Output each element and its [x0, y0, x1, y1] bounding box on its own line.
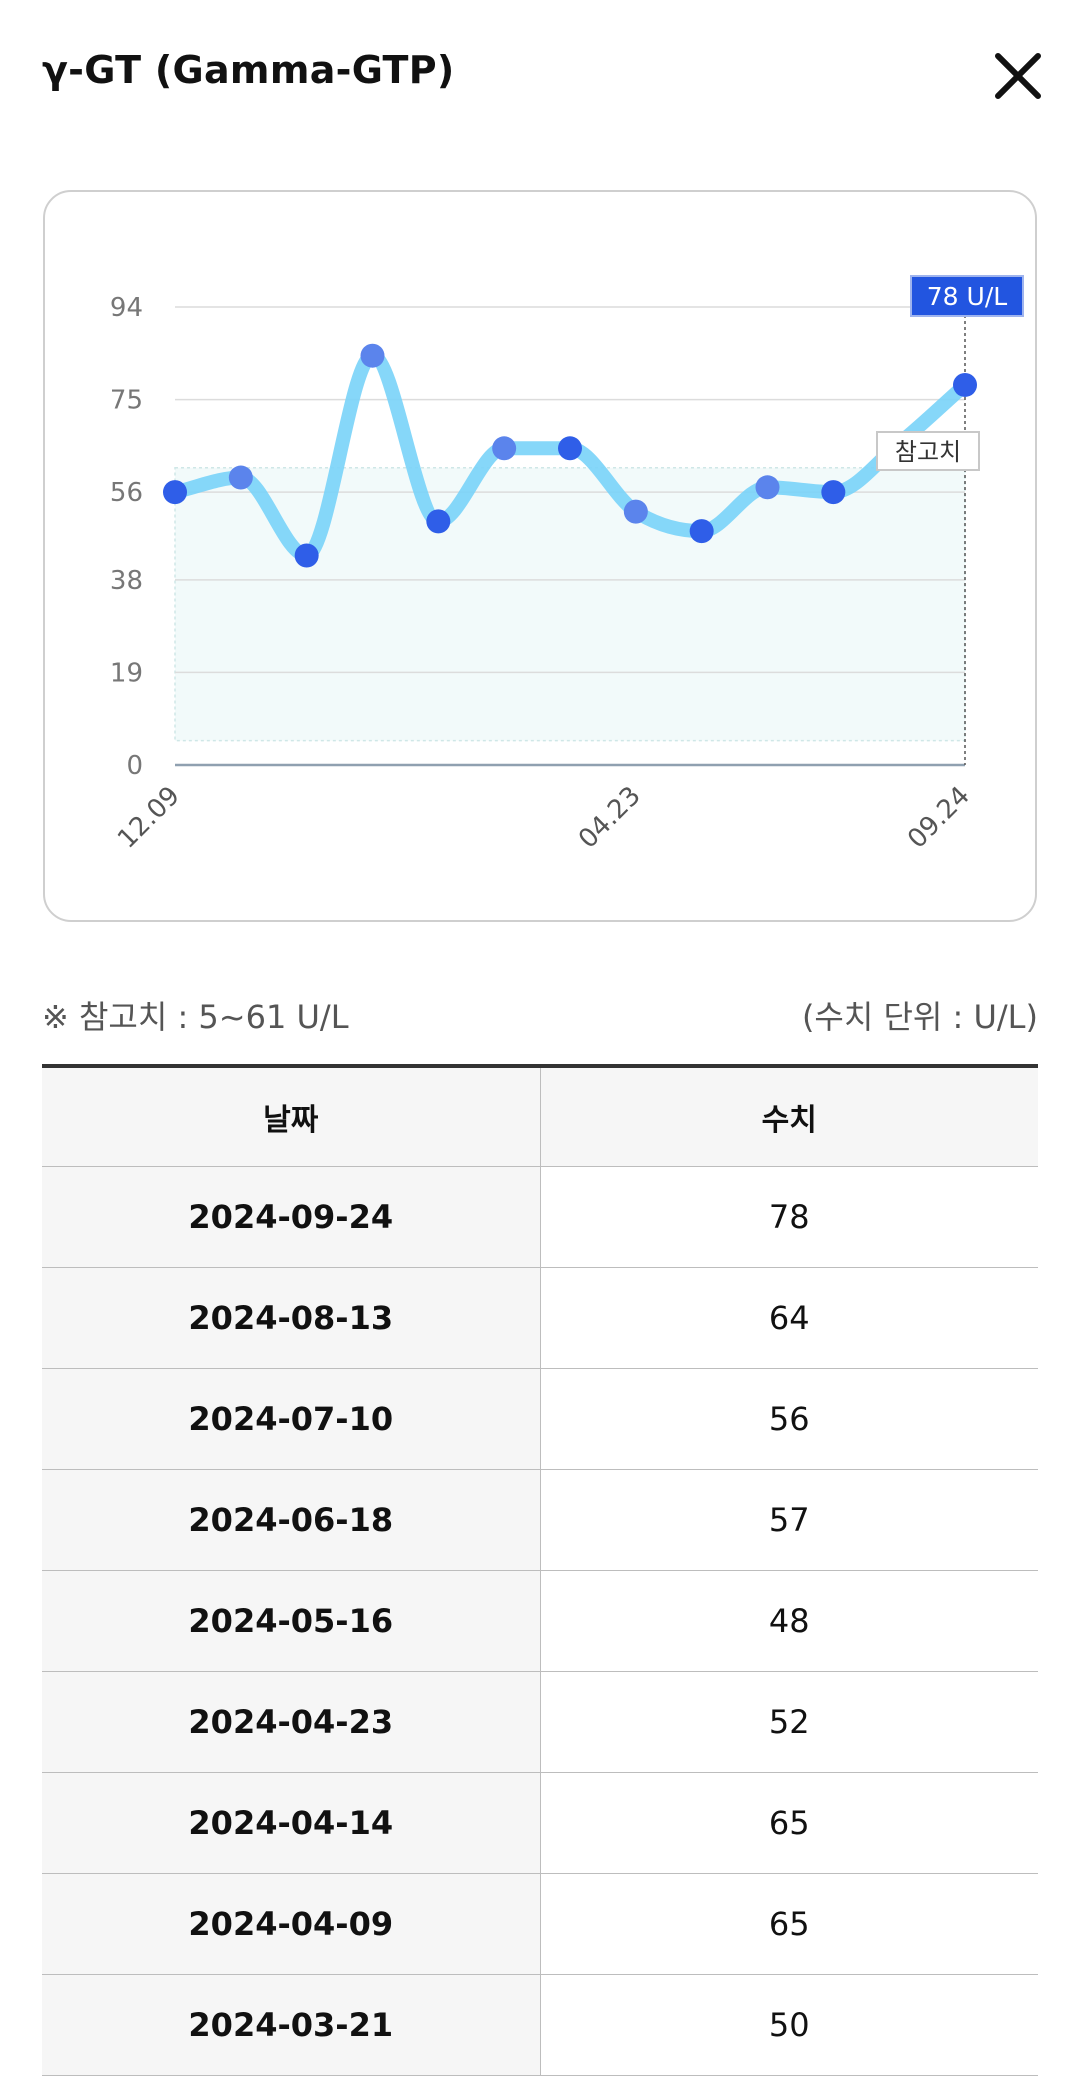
table-row: 2024-04-09 65 [42, 1873, 1038, 1975]
data-point [623, 499, 648, 524]
row-date: 2024-05-16 [42, 1570, 541, 1672]
data-point [953, 372, 977, 397]
header-date: 날짜 [42, 1066, 541, 1167]
data-point [558, 436, 582, 461]
page-title: γ-GT (Gamma-GTP) [42, 48, 455, 92]
unit-note: (수치 단위 : U/L) [801, 998, 1038, 1036]
x-tick-label: 12.09 [112, 781, 186, 855]
row-value: 50 [540, 1974, 1038, 2076]
row-value: 65 [540, 1873, 1038, 1975]
row-date: 2024-04-23 [42, 1671, 541, 1773]
row-date: 2024-08-13 [42, 1267, 541, 1369]
table-row: 2024-07-10 56 [42, 1368, 1038, 1470]
y-tick-label: 38 [110, 566, 143, 596]
header-value: 수치 [540, 1066, 1038, 1167]
row-value: 52 [540, 1671, 1038, 1773]
row-date: 2024-06-18 [42, 1469, 541, 1571]
data-point [426, 509, 451, 534]
row-date: 2024-04-09 [42, 1873, 541, 1975]
data-point [492, 436, 517, 461]
y-tick-label: 0 [126, 751, 143, 781]
row-value: 64 [540, 1267, 1038, 1369]
close-icon [995, 53, 1041, 99]
x-tick-label: 09.24 [902, 781, 976, 855]
close-button[interactable] [990, 48, 1046, 104]
value-badge-label: 78 U/L [927, 282, 1007, 311]
row-value: 78 [540, 1166, 1038, 1268]
row-value: 56 [540, 1368, 1038, 1470]
table-header-row: 날짜 수치 [42, 1066, 1038, 1167]
row-value: 48 [540, 1570, 1038, 1672]
row-value: 57 [540, 1469, 1038, 1571]
y-tick-label: 56 [110, 478, 143, 508]
line-chart: 94 75 56 38 19 012.09 04.23 09.24 참고치 78 U/L [110, 275, 1024, 855]
row-value: 65 [540, 1772, 1038, 1874]
data-point [360, 343, 385, 368]
row-date: 2024-03-21 [42, 1974, 541, 2076]
table-row: 2024-08-13 64 [42, 1267, 1038, 1369]
table-row: 2024-04-14 65 [42, 1772, 1038, 1874]
reference-label-box [876, 431, 980, 471]
x-tick-label: 04.23 [573, 781, 647, 855]
data-point [821, 480, 846, 505]
data-point [755, 475, 780, 500]
reference-band [174, 467, 966, 742]
data-point [689, 519, 714, 544]
row-date: 2024-04-14 [42, 1772, 541, 1874]
row-date: 2024-09-24 [42, 1166, 541, 1268]
table-row: 2024-03-21 50 [42, 1974, 1038, 2076]
info-row: ※ 참고치 : 5~61 U/L (수치 단위 : U/L) [42, 992, 1038, 1042]
reference-label: 참고치 [895, 438, 961, 466]
y-tick-label: 94 [110, 293, 143, 323]
data-point [163, 480, 187, 505]
y-tick-label: 19 [110, 658, 143, 688]
data-point [294, 543, 319, 568]
table-row: 2024-05-16 48 [42, 1570, 1038, 1672]
table-row: 2024-09-24 78 [42, 1166, 1038, 1268]
data-point [228, 465, 253, 490]
table-row: 2024-04-23 52 [42, 1671, 1038, 1773]
table-row: 2024-06-18 57 [42, 1469, 1038, 1571]
header: γ-GT (Gamma-GTP) [0, 0, 1080, 150]
results-table: 날짜 수치 2024-09-24 78 2024-08-13 64 2024-07-10… [42, 1064, 1038, 2076]
row-date: 2024-07-10 [42, 1368, 541, 1470]
reference-range-note: ※ 참고치 : 5~61 U/L [42, 998, 349, 1036]
value-badge [910, 275, 1024, 317]
y-tick-label: 75 [110, 386, 143, 416]
chart-card: 94 75 56 38 19 0 12.09 04.23 09.24 참고치 78 U/L [43, 190, 1037, 922]
